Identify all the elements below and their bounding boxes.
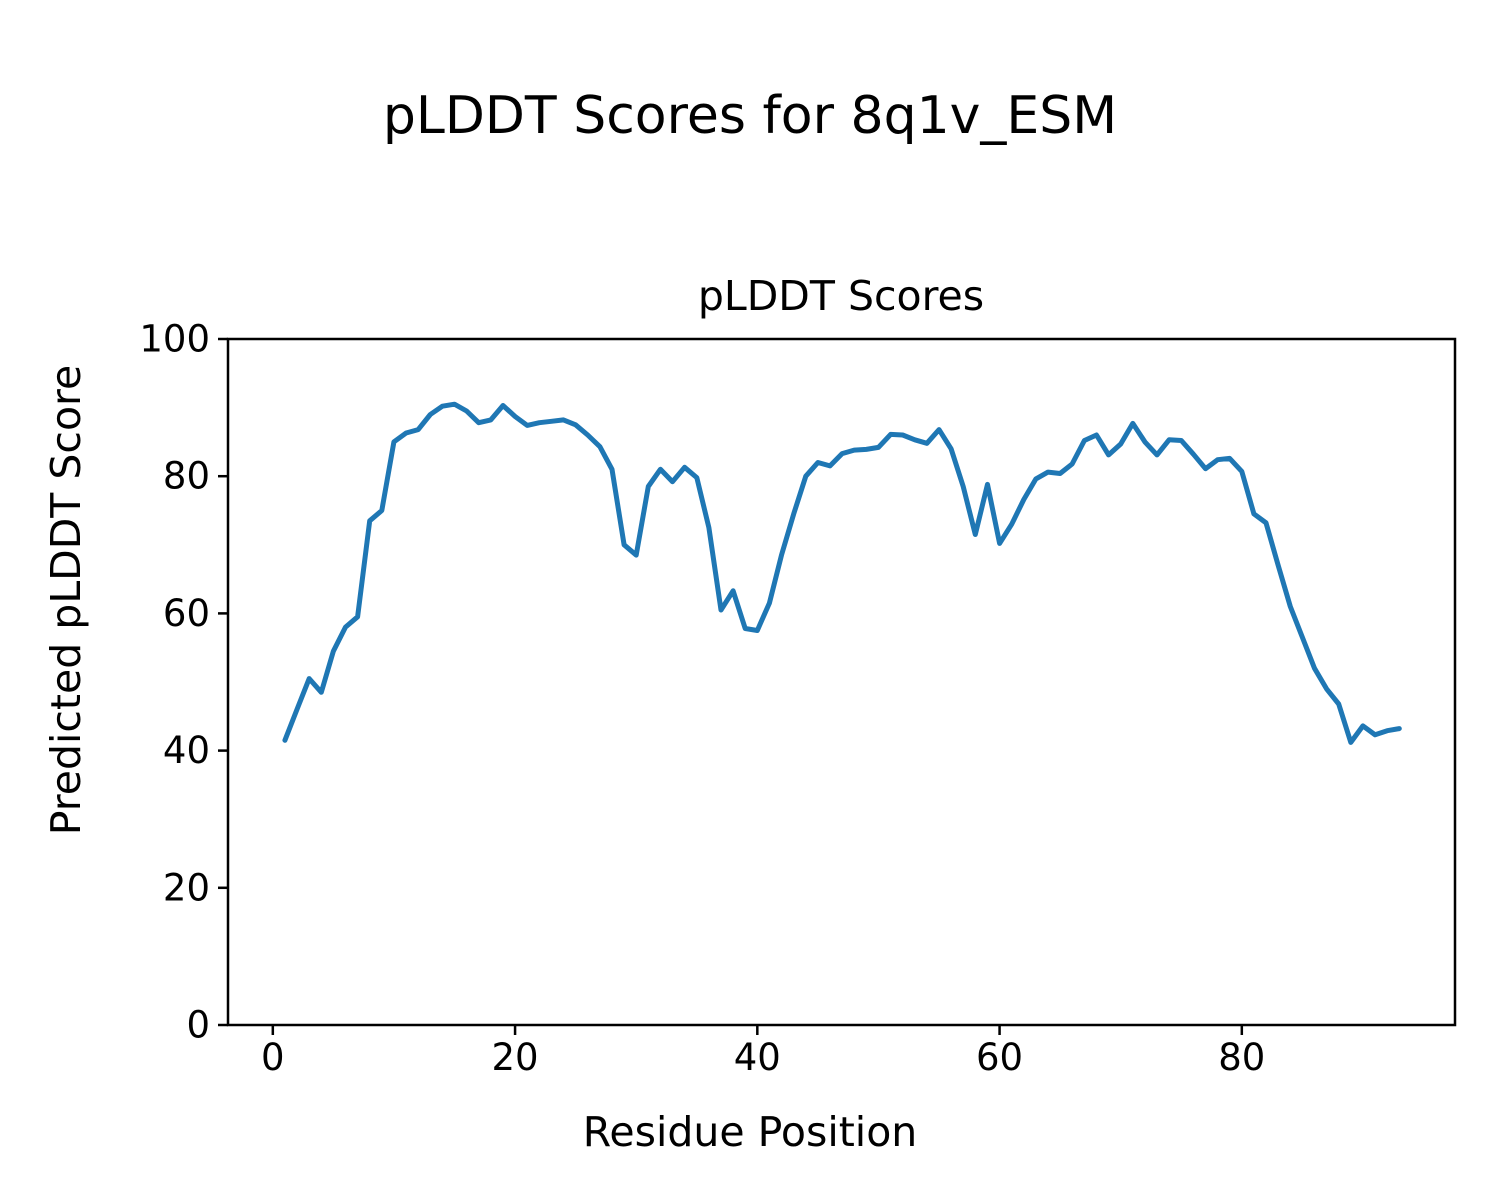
plddt-line <box>282 401 1402 745</box>
y-tick-label: 60 <box>163 592 210 635</box>
axes-spines <box>226 337 1457 1027</box>
x-tick-label: 0 <box>261 1036 285 1079</box>
axes-title: pLDDT Scores <box>697 272 985 320</box>
y-tick-label: 0 <box>186 1004 210 1047</box>
x-tick-label: 20 <box>492 1036 539 1079</box>
y-tick-label: 40 <box>163 729 210 772</box>
x-tick-label: 60 <box>976 1036 1023 1079</box>
x-axis-label: Residue Position <box>582 1108 918 1156</box>
figure-title: pLDDT Scores for 8q1v_ESM <box>382 86 1118 146</box>
x-tick-label: 40 <box>734 1036 781 1079</box>
y-tick-label: 20 <box>163 866 210 909</box>
y-tick-label: 80 <box>163 455 210 498</box>
x-tick-label: 80 <box>1218 1036 1265 1079</box>
y-tick-label: 100 <box>139 318 210 361</box>
